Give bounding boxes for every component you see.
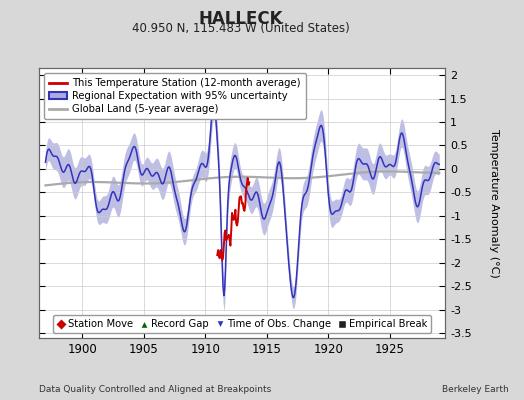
- Text: Data Quality Controlled and Aligned at Breakpoints: Data Quality Controlled and Aligned at B…: [39, 385, 271, 394]
- Text: 40.950 N, 115.483 W (United States): 40.950 N, 115.483 W (United States): [132, 22, 350, 35]
- Y-axis label: Temperature Anomaly (°C): Temperature Anomaly (°C): [489, 129, 499, 277]
- Text: Berkeley Earth: Berkeley Earth: [442, 385, 508, 394]
- Text: HALLECK: HALLECK: [199, 10, 283, 28]
- Legend: Station Move, Record Gap, Time of Obs. Change, Empirical Break: Station Move, Record Gap, Time of Obs. C…: [53, 315, 431, 333]
